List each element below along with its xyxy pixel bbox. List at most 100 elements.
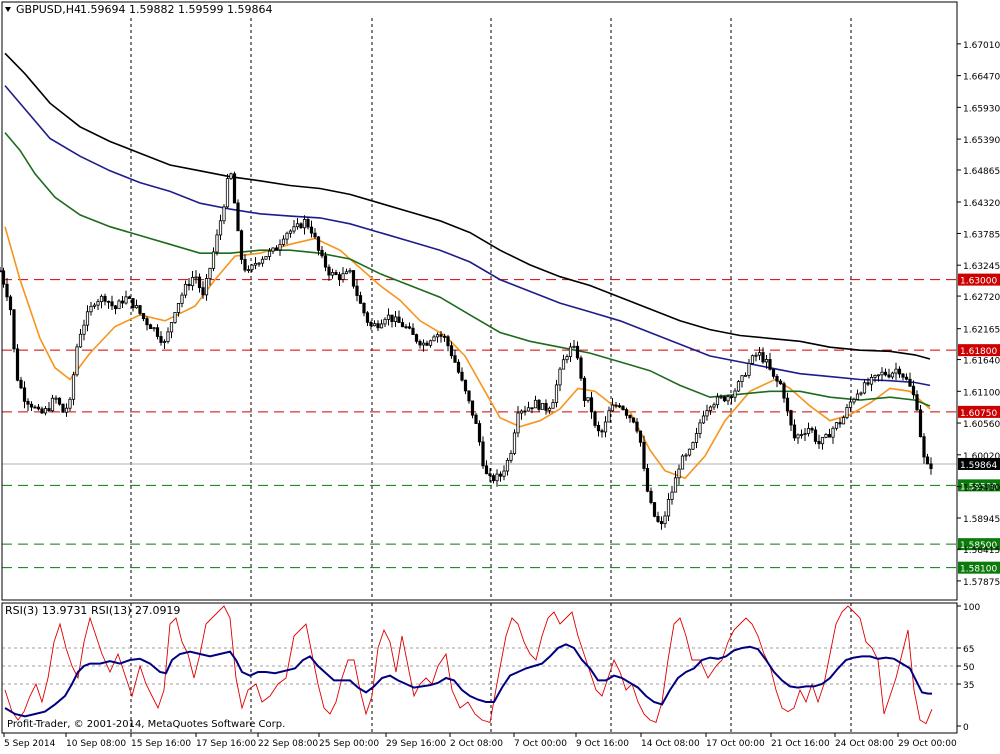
candle-body <box>813 429 818 442</box>
copyright-text: Profit-Trader, © 2001-2014, MetaQuotes S… <box>7 719 285 730</box>
candle-body <box>768 359 772 370</box>
candle-body <box>470 400 475 416</box>
candle-body <box>484 465 489 475</box>
candle-body <box>33 406 37 409</box>
candle-body <box>876 374 881 377</box>
menu-triangle-icon[interactable] <box>5 7 11 12</box>
candle-body <box>292 226 296 232</box>
candle-body <box>586 397 590 401</box>
candle-body <box>505 459 510 472</box>
candle-body <box>565 356 569 361</box>
candle-body <box>141 313 146 320</box>
candle-body <box>785 397 790 412</box>
candle-body <box>194 276 198 279</box>
candle-body <box>911 385 916 396</box>
candle-body <box>894 368 898 374</box>
price-tick-label: 1.58945 <box>963 515 1000 525</box>
price-tick-label: 1.64320 <box>963 199 1000 209</box>
price-tick-label: 1.67010 <box>963 41 1000 51</box>
candle-body <box>456 361 461 373</box>
candle-body <box>162 341 167 343</box>
candle-body <box>5 283 9 298</box>
candle-body <box>782 383 786 399</box>
candle-body <box>610 404 615 412</box>
level-badge <box>958 538 1000 551</box>
candle-body <box>152 327 156 330</box>
candle-body <box>904 376 909 380</box>
level-label: 1.63000 <box>960 277 997 287</box>
candle-body <box>362 302 366 314</box>
candle-body <box>383 318 387 325</box>
candle-body <box>439 334 443 337</box>
rsi-series-line <box>4 605 933 725</box>
candle-body <box>19 379 23 389</box>
candle-body <box>509 453 513 461</box>
candle-body <box>698 422 702 434</box>
candle-body <box>57 397 62 405</box>
rsi-series-line <box>4 643 932 718</box>
candle-body <box>544 402 548 411</box>
candle-body <box>551 402 555 409</box>
candle-body <box>449 345 454 357</box>
level-label: 1.60750 <box>960 409 997 419</box>
candle-body <box>453 355 457 363</box>
candle-body <box>526 407 531 412</box>
price-tick-label: 1.61640 <box>963 357 1000 367</box>
time-tick-label: 29 Sep 16:00 <box>386 739 446 749</box>
candle-body <box>684 454 688 457</box>
candle-body <box>425 342 429 346</box>
moving-average-line <box>4 85 931 387</box>
candle-body <box>729 396 734 398</box>
candle-body <box>771 368 776 377</box>
candle-body <box>712 404 716 408</box>
candle-body <box>43 408 48 414</box>
candle-body <box>673 477 678 493</box>
candle-body <box>670 491 674 500</box>
candle-body <box>666 499 671 517</box>
candle-body <box>337 274 342 280</box>
candle-body <box>306 219 310 228</box>
chart-symbol: GBPUSD,H4 <box>16 3 81 16</box>
candle-body <box>736 381 741 392</box>
candle-body <box>859 392 863 395</box>
time-tick-label: 22 Sep 08:00 <box>258 739 318 749</box>
candle-body <box>264 256 268 260</box>
candle-body <box>54 397 58 400</box>
candle-body <box>824 434 828 438</box>
candle-body <box>502 470 506 477</box>
time-tick-label: 2 Oct 08:00 <box>450 739 503 749</box>
time-tick-label: 17 Sep 16:00 <box>196 739 256 749</box>
candle-body <box>614 404 618 407</box>
rsi-tick-label: 100 <box>963 603 980 613</box>
price-tick-label: 1.65390 <box>963 136 1000 146</box>
candle-body <box>92 304 97 307</box>
time-tick-label: 24 Oct 08:00 <box>835 739 894 749</box>
candle-body <box>628 414 632 419</box>
candle-body <box>603 421 608 433</box>
candle-body <box>516 412 520 434</box>
candle-body <box>631 417 636 423</box>
candle-body <box>754 354 758 357</box>
candle-body <box>558 368 562 386</box>
candle-body <box>778 380 783 385</box>
candle-body <box>757 352 762 356</box>
candle-body <box>621 405 625 410</box>
candle-body <box>22 387 27 402</box>
candle-body <box>253 262 258 266</box>
candle-body <box>211 251 216 269</box>
candle-body <box>124 296 128 304</box>
time-tick-label: 10 Sep 08:00 <box>66 739 126 749</box>
candle-body <box>148 324 153 329</box>
rsi-slow-label: RSI(13) 27.0919 <box>91 604 180 617</box>
candle-body <box>908 378 912 387</box>
candle-body <box>285 232 289 240</box>
candle-body <box>862 382 867 394</box>
candle-body <box>855 393 860 400</box>
candle-body <box>432 336 436 342</box>
time-tick-label: 14 Oct 08:00 <box>641 739 700 749</box>
candle-body <box>810 428 814 431</box>
candle-body <box>71 374 76 400</box>
candle-body <box>792 424 797 439</box>
